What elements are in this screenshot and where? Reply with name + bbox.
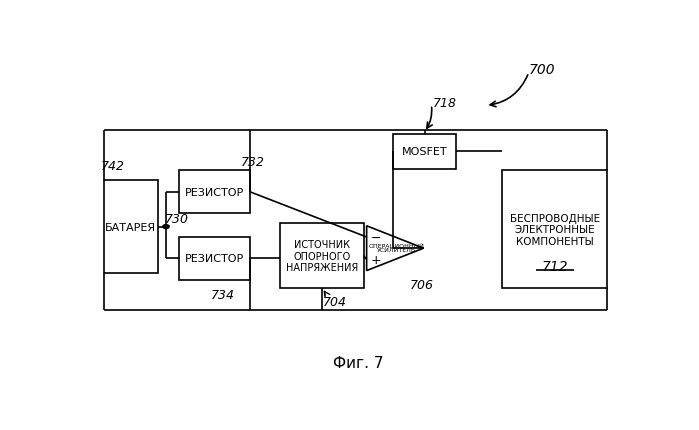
Text: УСИЛИТЕЛЬ: УСИЛИТЕЛЬ (377, 248, 417, 253)
Text: −: − (371, 231, 382, 244)
Text: БЕСПРОВОДНЫЕ
ЭЛЕКТРОННЫЕ
КОМПОНЕНТЫ: БЕСПРОВОДНЫЕ ЭЛЕКТРОННЫЕ КОМПОНЕНТЫ (510, 213, 600, 246)
Text: БАТАРЕЯ: БАТАРЕЯ (105, 222, 157, 232)
Text: 700: 700 (529, 63, 556, 77)
Text: 742: 742 (101, 160, 125, 172)
Text: 732: 732 (240, 156, 265, 169)
Text: 704: 704 (323, 295, 347, 308)
Text: Фиг. 7: Фиг. 7 (333, 355, 384, 370)
Text: 730: 730 (165, 212, 189, 225)
Text: 706: 706 (410, 279, 433, 292)
Text: 734: 734 (211, 289, 235, 301)
Text: РЕЗИСТОР: РЕЗИСТОР (185, 254, 245, 264)
Text: 712: 712 (541, 260, 568, 274)
Text: 718: 718 (433, 96, 457, 109)
Polygon shape (367, 226, 424, 271)
Bar (502, 171, 607, 289)
Bar (180, 237, 250, 280)
Bar (180, 171, 250, 214)
Bar (103, 181, 158, 273)
Text: ИСТОЧНИК
ОПОРНОГО
НАПРЯЖЕНИЯ: ИСТОЧНИК ОПОРНОГО НАПРЯЖЕНИЯ (286, 240, 358, 273)
Text: РЕЗИСТОР: РЕЗИСТОР (185, 187, 245, 197)
Bar (280, 224, 363, 289)
Circle shape (163, 225, 169, 229)
Text: MOSFET: MOSFET (402, 147, 447, 157)
Bar (394, 134, 456, 169)
Text: +: + (371, 253, 382, 266)
Text: ОПЕРАЦИОННЫЙ: ОПЕРАЦИОННЫЙ (369, 242, 424, 248)
